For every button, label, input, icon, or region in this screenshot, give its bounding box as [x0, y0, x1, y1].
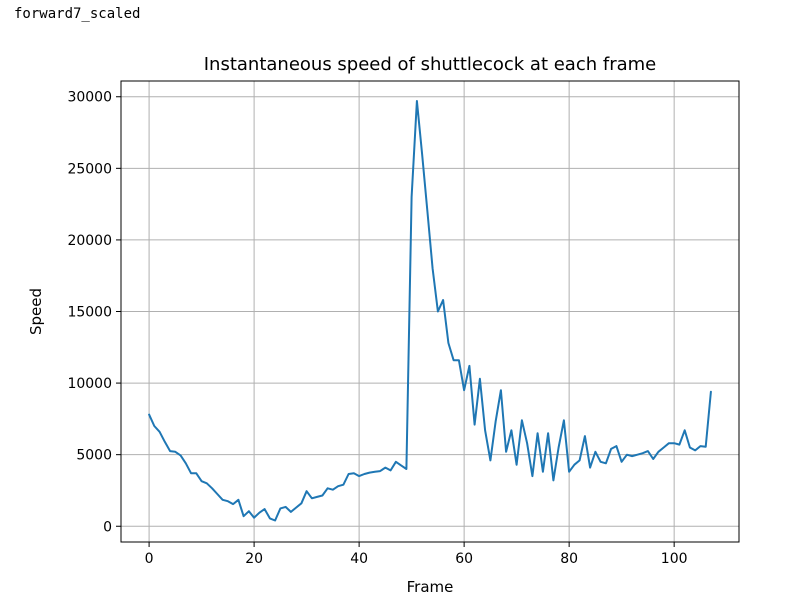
x-axis-ticks: 0 20 40 60 80 100 [145, 542, 688, 567]
x-tick-label: 80 [560, 551, 578, 567]
y-tick-label: 10000 [67, 376, 112, 392]
speed-series-line [148, 100, 712, 522]
x-tick-label: 100 [661, 551, 688, 567]
y-tick-label: 30000 [67, 90, 112, 106]
y-tick-label: 20000 [67, 233, 112, 249]
y-axis-label: Speed [27, 288, 45, 335]
y-tick-label: 15000 [67, 305, 112, 321]
x-tick-label: 60 [455, 551, 473, 567]
x-tick-label: 0 [145, 551, 154, 567]
chart-title: Instantaneous speed of shuttlecock at ea… [204, 54, 657, 75]
y-tick-label: 5000 [76, 448, 112, 464]
x-tick-label: 20 [245, 551, 263, 567]
cell-output-label: forward7_scaled [14, 6, 141, 22]
x-axis-label: Frame [407, 578, 454, 596]
x-tick-label: 40 [350, 551, 368, 567]
grid-lines [121, 81, 739, 542]
y-tick-label: 0 [103, 519, 112, 535]
y-tick-label: 25000 [67, 161, 112, 177]
y-axis-ticks: 0 5000 10000 15000 20000 25000 30000 [67, 90, 121, 535]
